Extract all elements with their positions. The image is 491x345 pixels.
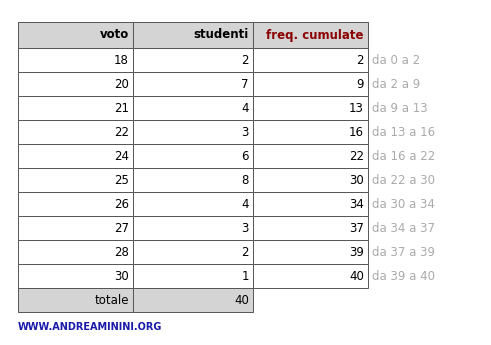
Text: da 22 a 30: da 22 a 30	[372, 174, 435, 187]
Text: freq. cumulate: freq. cumulate	[267, 29, 364, 41]
Bar	[18, 240, 133, 264]
Text: 20: 20	[114, 78, 129, 90]
Text: da 0 a 2: da 0 a 2	[372, 53, 420, 67]
Text: da 30 a 34: da 30 a 34	[372, 197, 435, 210]
Text: WWW.ANDREAMININI.ORG: WWW.ANDREAMININI.ORG	[18, 322, 163, 332]
Text: 2: 2	[242, 246, 249, 258]
Text: da 39 a 40: da 39 a 40	[372, 269, 435, 283]
Text: 3: 3	[242, 221, 249, 235]
Bar	[133, 48, 253, 72]
Text: 24: 24	[114, 149, 129, 162]
Bar	[253, 168, 368, 192]
Bar	[133, 264, 253, 288]
Bar	[18, 48, 133, 72]
Bar	[253, 144, 368, 168]
Text: da 13 a 16: da 13 a 16	[372, 126, 435, 138]
Text: 22: 22	[349, 149, 364, 162]
Bar	[18, 22, 133, 48]
Text: 4: 4	[242, 197, 249, 210]
Text: studenti: studenti	[194, 29, 249, 41]
Bar	[133, 120, 253, 144]
Bar	[253, 216, 368, 240]
Bar	[18, 72, 133, 96]
Text: da 9 a 13: da 9 a 13	[372, 101, 428, 115]
Bar	[253, 48, 368, 72]
Bar	[133, 72, 253, 96]
Bar	[253, 240, 368, 264]
Text: 7: 7	[242, 78, 249, 90]
Bar	[18, 168, 133, 192]
Bar	[253, 22, 368, 48]
Bar	[18, 288, 133, 312]
Text: da 37 a 39: da 37 a 39	[372, 246, 435, 258]
Text: 25: 25	[114, 174, 129, 187]
Text: 40: 40	[349, 269, 364, 283]
Text: 9: 9	[356, 78, 364, 90]
Text: 3: 3	[242, 126, 249, 138]
Text: 26: 26	[114, 197, 129, 210]
Text: 6: 6	[242, 149, 249, 162]
Text: 22: 22	[114, 126, 129, 138]
Text: da 16 a 22: da 16 a 22	[372, 149, 435, 162]
Text: 2: 2	[356, 53, 364, 67]
Text: 30: 30	[114, 269, 129, 283]
Bar	[18, 96, 133, 120]
Text: 37: 37	[349, 221, 364, 235]
Bar	[133, 144, 253, 168]
Text: 1: 1	[242, 269, 249, 283]
Bar	[18, 192, 133, 216]
Text: 40: 40	[234, 294, 249, 306]
Text: da 34 a 37: da 34 a 37	[372, 221, 435, 235]
Text: 18: 18	[114, 53, 129, 67]
Bar	[133, 240, 253, 264]
Bar	[253, 120, 368, 144]
Text: 2: 2	[242, 53, 249, 67]
Bar	[133, 168, 253, 192]
Text: da 2 a 9: da 2 a 9	[372, 78, 420, 90]
Bar	[253, 192, 368, 216]
Bar	[18, 264, 133, 288]
Bar	[253, 72, 368, 96]
Bar	[18, 216, 133, 240]
Bar	[133, 22, 253, 48]
Bar	[133, 288, 253, 312]
Text: 28: 28	[114, 246, 129, 258]
Text: 16: 16	[349, 126, 364, 138]
Bar	[133, 192, 253, 216]
Text: voto: voto	[100, 29, 129, 41]
Text: 8: 8	[242, 174, 249, 187]
Bar	[18, 120, 133, 144]
Text: 21: 21	[114, 101, 129, 115]
Text: 13: 13	[349, 101, 364, 115]
Text: 34: 34	[349, 197, 364, 210]
Text: 30: 30	[349, 174, 364, 187]
Bar	[253, 96, 368, 120]
Bar	[133, 96, 253, 120]
Bar	[18, 144, 133, 168]
Text: 27: 27	[114, 221, 129, 235]
Bar	[133, 216, 253, 240]
Bar	[253, 264, 368, 288]
Text: totale: totale	[94, 294, 129, 306]
Text: 39: 39	[349, 246, 364, 258]
Text: 4: 4	[242, 101, 249, 115]
